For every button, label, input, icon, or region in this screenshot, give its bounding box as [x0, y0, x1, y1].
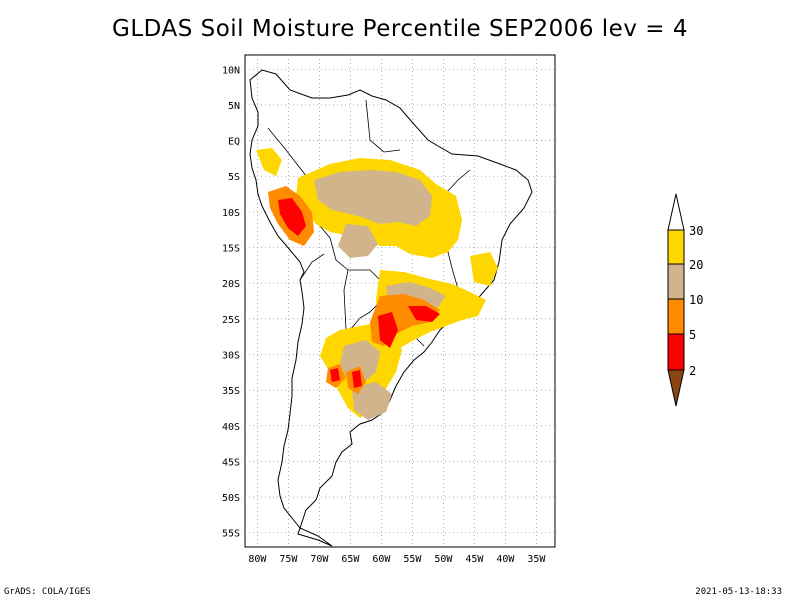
footer-credit: GrADS: COLA/IGES — [4, 587, 91, 597]
lat-tick-label: 40S — [222, 422, 240, 433]
lon-tick-label: 45W — [465, 554, 484, 565]
lon-tick-label: 70W — [310, 554, 329, 565]
lat-tick-label: 25S — [222, 315, 240, 326]
lon-tick-label: 60W — [372, 554, 391, 565]
lat-tick-label: 5N — [228, 101, 240, 112]
lat-tick-label: 50S — [222, 493, 240, 504]
legend-label: 5 — [689, 328, 696, 342]
lat-tick-label: 55S — [222, 529, 240, 540]
legend-colorbar: 30 20 10 5 2 — [667, 193, 703, 407]
legend-swatch-5-10 — [667, 298, 685, 335]
legend-swatch-2-5 — [667, 333, 685, 371]
legend-bottom-arrow — [667, 369, 685, 407]
soil-moisture-shading — [256, 148, 498, 420]
lon-tick-label: 40W — [496, 554, 515, 565]
lat-tick-label: 5S — [228, 172, 240, 183]
latitude-labels: 10N 5N EQ 5S 10S 15S 20S 25S 30S 35S 40S 45S 50S 55S — [222, 65, 240, 539]
lat-tick-label: 10N — [222, 65, 240, 76]
lon-tick-label: 75W — [279, 554, 298, 565]
legend-label: 30 — [689, 224, 703, 238]
lat-tick-label: 10S — [222, 208, 240, 219]
footer-timestamp: 2021-05-13-18:33 — [695, 587, 782, 597]
legend-swatch-10-20 — [667, 263, 685, 300]
lat-tick-label: 35S — [222, 386, 240, 397]
legend-top-arrow — [667, 193, 685, 231]
legend-label: 2 — [689, 364, 696, 378]
shade-2-5 — [278, 198, 306, 236]
lon-tick-label: 80W — [248, 554, 267, 565]
legend-label: 20 — [689, 258, 703, 272]
lat-tick-label: 30S — [222, 350, 240, 361]
lon-tick-label: 55W — [403, 554, 422, 565]
legend-label: 10 — [689, 293, 703, 307]
legend-swatch-20-30 — [667, 229, 685, 265]
lon-tick-label: 65W — [341, 554, 360, 565]
lat-tick-label: EQ — [228, 137, 240, 148]
lat-tick-label: 20S — [222, 279, 240, 290]
shade-10-20 — [314, 170, 432, 226]
lon-tick-label: 35W — [527, 554, 546, 565]
south-america-outline — [249, 69, 533, 547]
longitude-labels: 80W 75W 70W 65W 60W 55W 50W 45W 40W 35W — [248, 554, 546, 565]
map-title: GLDAS Soil Moisture Percentile SEP2006 l… — [112, 16, 688, 42]
lat-tick-label: 45S — [222, 457, 240, 468]
lat-tick-label: 15S — [222, 244, 240, 255]
lon-tick-label: 50W — [434, 554, 453, 565]
